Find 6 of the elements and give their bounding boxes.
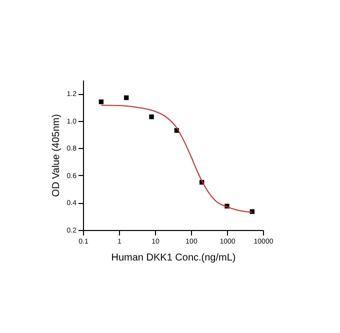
point [250, 209, 255, 214]
point [149, 114, 154, 120]
y-axis-title: OD Value (405nm) [50, 114, 62, 197]
point [124, 95, 129, 100]
point [98, 99, 104, 104]
x-axis-title: Human DKK1 Conc.(ng/mL) [111, 252, 236, 264]
